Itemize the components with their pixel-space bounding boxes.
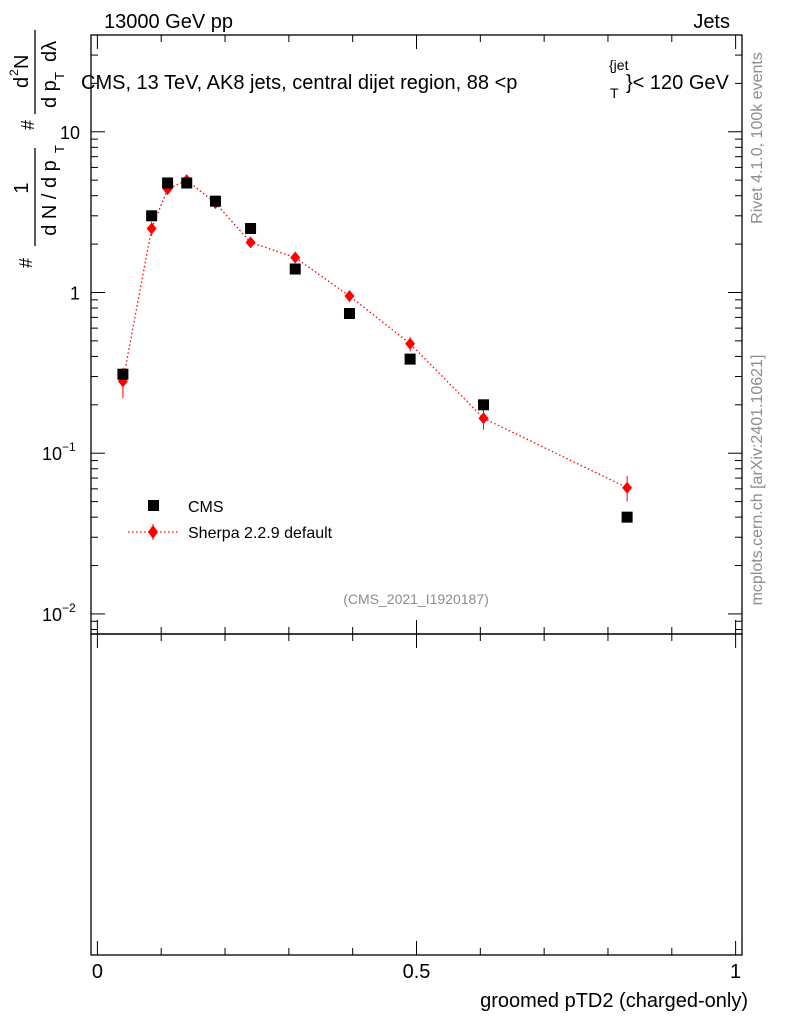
y-tick-label: 10	[42, 605, 62, 625]
legend: CMS Sherpa 2.2.9 default	[128, 499, 333, 542]
y-label-den2: d p	[39, 80, 61, 108]
y-label-dlambda: dλ	[39, 41, 61, 62]
legend-marker-sherpa	[148, 525, 158, 539]
chart-title-sup: {jet	[609, 57, 629, 73]
sherpa-point	[146, 222, 157, 235]
x-tick-label: 0.5	[403, 961, 431, 983]
main-plot-frame	[90, 34, 743, 635]
sherpa-point	[405, 337, 416, 350]
y-label-sub-t1: T	[52, 145, 67, 153]
sherpa-line	[122, 179, 628, 489]
sherpa-point	[290, 251, 301, 264]
y-label-hash: #	[16, 258, 36, 268]
cms-point	[621, 511, 633, 523]
y-label-numer-n: N	[11, 55, 33, 69]
side-label-rivet: Rivet 4.1.0, 100k events	[749, 52, 766, 224]
analysis-watermark: (CMS_2021_I1920187)	[343, 591, 489, 607]
y-label-hash-2: #	[18, 120, 38, 130]
chart-title: CMS, 13 TeV, AK8 jets, central dijet reg…	[81, 57, 730, 101]
x-axis-ticks: 0 0.5 1	[92, 35, 741, 983]
y-tick-label: 10	[60, 123, 80, 143]
y-tick-label-exp: −2	[62, 601, 76, 615]
header-category: Jets	[693, 11, 730, 33]
sherpa-point	[622, 481, 633, 494]
chart-title-sub: T	[610, 85, 619, 101]
side-label-mcplots: mcplots.cern.ch [arXiv:2401.10621]	[749, 355, 766, 606]
sherpa-point	[344, 290, 355, 303]
y-tick-label: 1	[70, 283, 80, 303]
cms-point	[162, 177, 174, 189]
sherpa-point	[478, 412, 489, 425]
y-label-numer-sup: 2	[7, 69, 21, 76]
y-label-numer: d	[11, 77, 33, 88]
cms-point	[146, 210, 158, 222]
header-energy: 13000 GeV pp	[104, 11, 233, 33]
legend-label-cms: CMS	[188, 499, 224, 516]
y-axis-label: # 1 d N / d p T # d 2 N d p T dλ	[7, 30, 67, 268]
cms-point	[117, 368, 129, 380]
series-layer	[117, 174, 633, 523]
x-tick-label: 0	[92, 961, 103, 983]
y-label-sub-t2: T	[52, 72, 67, 80]
cms-point	[343, 307, 355, 319]
cms-point	[289, 263, 301, 275]
y-label-denominator: d N / d p	[39, 160, 61, 236]
sherpa-point	[245, 236, 256, 249]
ratio-plot-frame	[90, 633, 743, 956]
cms-point	[181, 177, 193, 189]
cms-point	[478, 399, 490, 411]
legend-label-sherpa: Sherpa 2.2.9 default	[188, 525, 333, 542]
cms-point	[209, 195, 221, 207]
y-tick-label-exp: −1	[62, 440, 76, 454]
x-axis-label: groomed pTD2 (charged-only)	[480, 990, 748, 1012]
cms-point	[404, 353, 416, 365]
y-label-one: 1	[11, 182, 33, 193]
cms-point	[245, 223, 257, 235]
x-tick-label: 1	[730, 961, 741, 983]
chart-title-rest: }< 120 GeV	[626, 72, 730, 94]
legend-marker-cms	[148, 500, 159, 511]
y-tick-label: 10	[42, 444, 62, 464]
chart-title-main: CMS, 13 TeV, AK8 jets, central dijet reg…	[81, 72, 517, 94]
